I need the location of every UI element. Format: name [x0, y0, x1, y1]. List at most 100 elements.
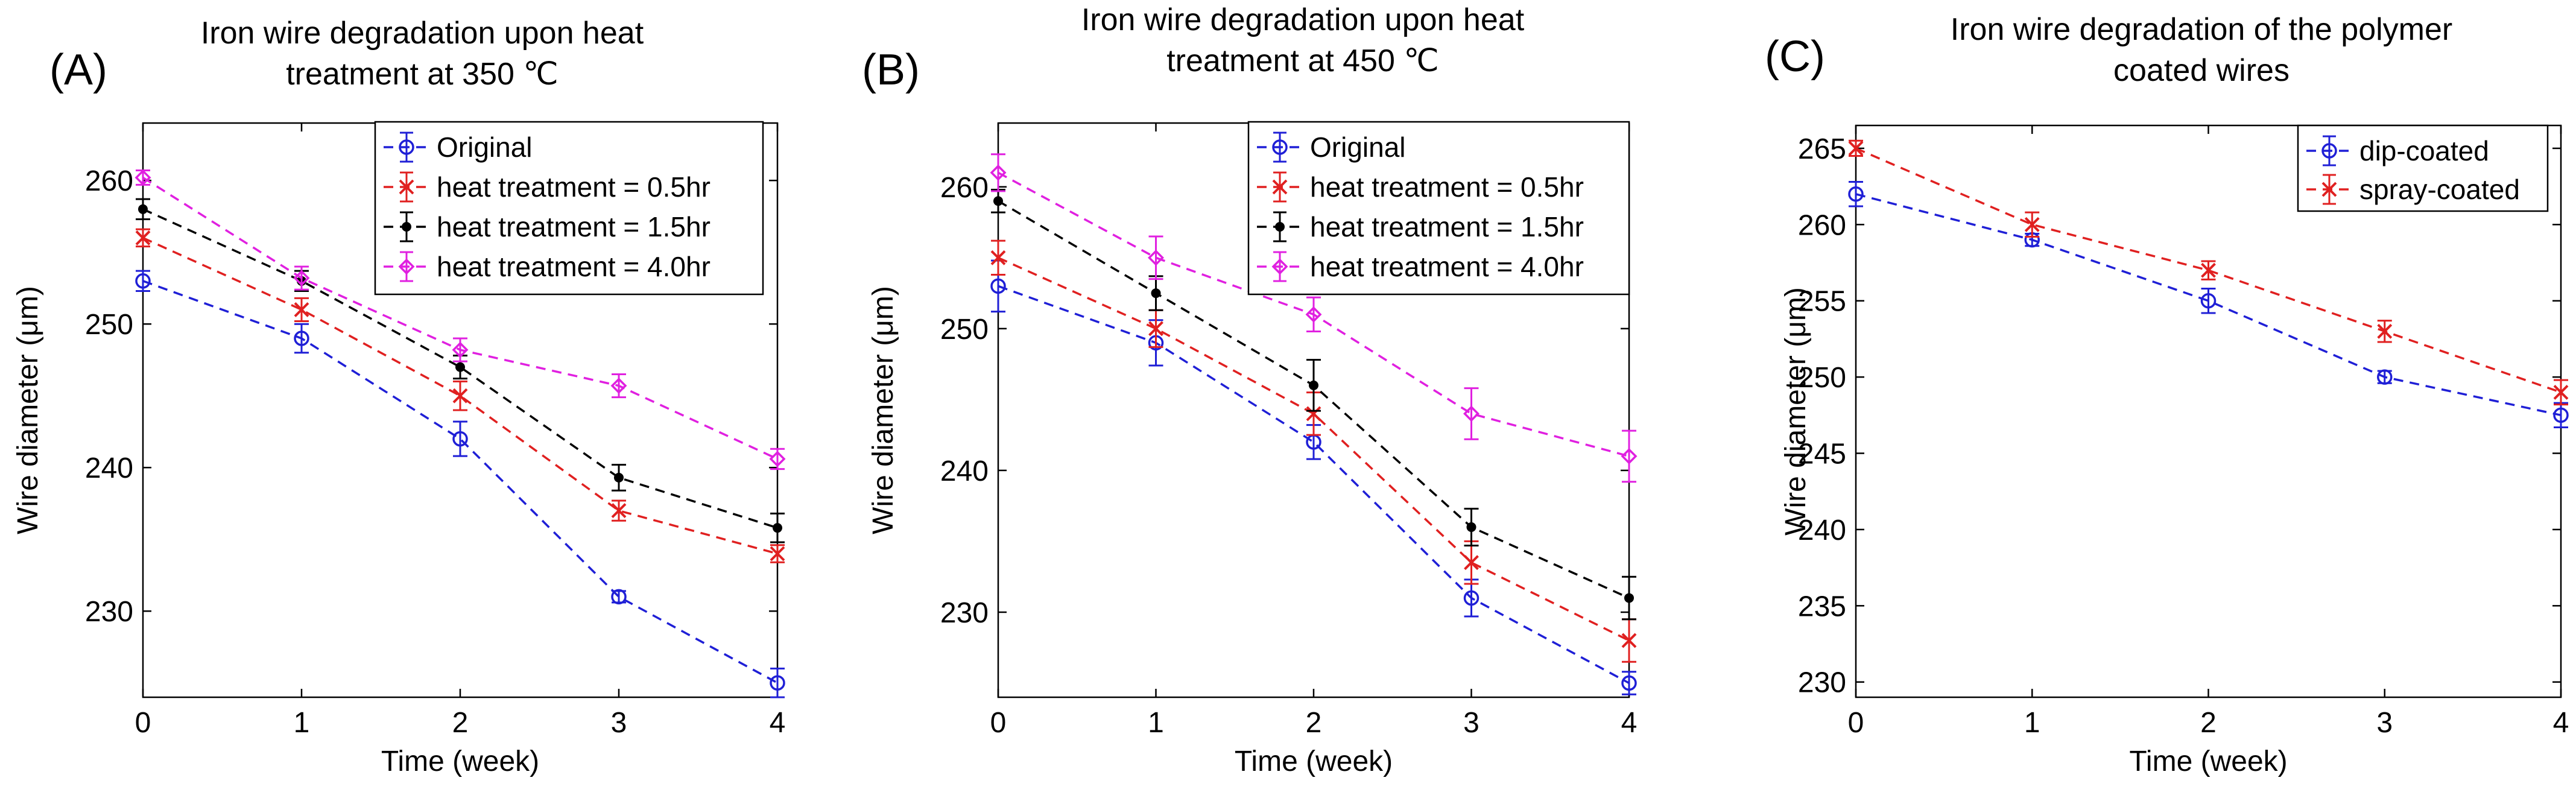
legend-error-bar	[400, 131, 413, 163]
y-tick-label: 230	[940, 597, 989, 629]
data-point	[1305, 306, 1322, 323]
data-point	[614, 472, 624, 483]
data-point	[770, 675, 785, 691]
panel-label: (C)	[1765, 33, 1825, 81]
data-point	[294, 331, 309, 346]
legend-marker	[1271, 258, 1288, 275]
data-point	[293, 270, 310, 287]
legend-box	[1247, 121, 1630, 296]
x-tick-label: 3	[1463, 707, 1479, 739]
data-point	[135, 273, 151, 289]
x-tick-label: 4	[770, 707, 786, 739]
y-tick-label: 240	[940, 455, 989, 487]
data-point	[1466, 522, 1476, 532]
legend-marker	[2321, 143, 2337, 159]
x-tick-label: 0	[990, 707, 1007, 739]
y-tick-label: 245	[1798, 438, 1846, 470]
chart-title-line: treatment at 450 ℃	[1166, 43, 1439, 78]
x-tick-label: 3	[2376, 707, 2393, 739]
data-point	[1148, 249, 1164, 266]
chart-title-line: treatment at 350 ℃	[286, 57, 559, 92]
data-point	[1148, 321, 1163, 337]
legend-error-bar	[1273, 251, 1286, 282]
y-tick-label: 240	[1798, 514, 1846, 546]
panel-label: (B)	[862, 46, 920, 94]
legend-label: heat treatment = 0.5hr	[1310, 171, 1584, 203]
y-tick-label: 260	[1798, 209, 1846, 241]
data-point	[769, 451, 786, 467]
data-point	[2553, 407, 2569, 423]
data-point	[2377, 323, 2393, 339]
data-point	[134, 169, 151, 186]
y-axis-label: Wire diameter (μm)	[12, 286, 44, 534]
data-point	[294, 302, 309, 317]
legend-marker	[402, 222, 411, 232]
y-tick-label: 250	[1798, 362, 1846, 394]
chart-panel-b: (B) Iron wire degradation upon heat treatm…	[862, 2, 1638, 777]
data-point	[452, 341, 469, 358]
error-bar	[136, 169, 150, 186]
legend: dip-coated spray-coated	[2297, 124, 2549, 212]
error-bar	[2554, 402, 2568, 429]
legend-label: spray-coated	[2359, 174, 2520, 205]
x-axis-label: Time (week)	[381, 746, 539, 777]
legend-error-bar	[1273, 131, 1286, 163]
x-tick-label: 1	[1148, 707, 1164, 739]
legend-label: heat treatment = 4.0hr	[1310, 251, 1584, 282]
x-axis-label: Time (week)	[1235, 746, 1393, 777]
legend-box	[374, 121, 764, 296]
legend-label: Original	[1310, 131, 1406, 163]
data-point	[1463, 405, 1479, 422]
data-point	[770, 546, 785, 562]
data-point	[611, 503, 627, 519]
y-tick-label: 250	[940, 314, 989, 346]
data-point	[1621, 448, 1638, 464]
legend: Original heat treatment = 0.5hr heat treat…	[1247, 121, 1630, 296]
data-point	[1848, 186, 1864, 202]
y-axis-label: Wire diameter (μm)	[1780, 287, 1812, 536]
data-point	[1309, 380, 1318, 390]
data-point	[1621, 633, 1637, 648]
data-point	[2200, 293, 2217, 309]
legend-error-bar	[400, 251, 413, 282]
series-line	[1855, 193, 2562, 417]
legend-error-bar	[2323, 135, 2336, 166]
y-tick-label: 250	[85, 309, 133, 341]
error-bar	[2201, 287, 2216, 314]
series-line	[142, 236, 778, 555]
x-tick-label: 0	[1848, 707, 1864, 739]
data-point	[1621, 675, 1637, 691]
data-point	[611, 589, 627, 605]
series-3	[134, 169, 786, 470]
x-tick-label: 2	[452, 707, 469, 739]
y-tick-label: 265	[1798, 133, 1846, 165]
y-tick-label: 230	[85, 596, 133, 628]
data-point	[610, 378, 627, 394]
data-point	[2377, 369, 2393, 385]
error-bar	[1148, 235, 1163, 280]
legend-label: heat treatment = 4.0hr	[437, 251, 710, 282]
series-line	[1855, 147, 2562, 394]
data-point	[990, 278, 1006, 294]
data-point	[773, 523, 782, 533]
legend-label: Original	[437, 131, 533, 163]
series-line	[998, 256, 1630, 642]
legend-marker	[1272, 179, 1288, 195]
chart-title-line: Iron wire degradation of the polymer	[1951, 12, 2452, 47]
data-point	[2024, 217, 2040, 232]
series-line	[998, 285, 1630, 685]
legend-label: heat treatment = 1.5hr	[1310, 211, 1584, 242]
series-2	[991, 188, 1636, 621]
chart-panel-a: (A) Iron wire degradation upon heat treatm…	[12, 16, 786, 777]
y-tick-label: 235	[1798, 590, 1846, 622]
data-point	[1624, 593, 1634, 603]
legend-marker	[2321, 182, 2337, 197]
data-point	[993, 196, 1003, 206]
x-tick-label: 2	[2200, 707, 2217, 739]
chart-title-line: Iron wire degradation upon heat	[1081, 2, 1525, 37]
error-bar	[294, 323, 309, 354]
legend-label: heat treatment = 1.5hr	[437, 211, 710, 242]
legend-label: dip-coated	[2359, 135, 2489, 166]
error-bar	[1622, 671, 1636, 695]
